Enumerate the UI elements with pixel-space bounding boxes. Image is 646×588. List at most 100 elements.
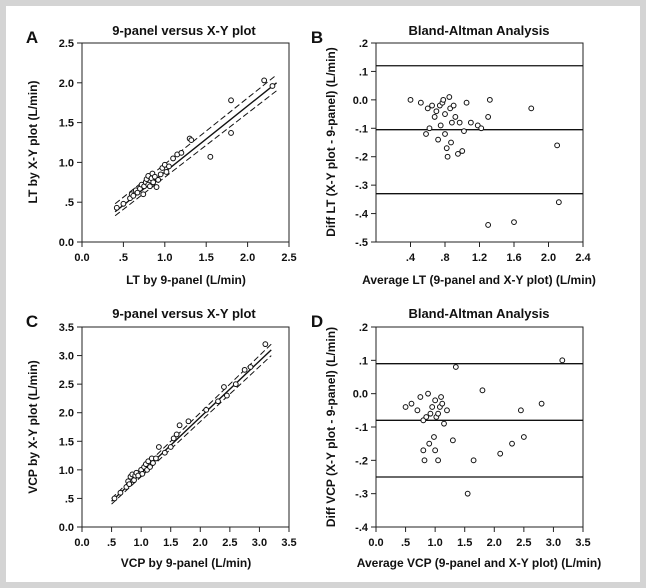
panel-b-data-point [485,222,492,228]
panel-c-data-point [155,444,162,450]
panel-a-data-point [146,183,153,190]
panel-d-title: Bland-Altman Analysis [408,306,549,321]
panel-b-data-point [554,142,561,149]
panel-a-xtick-label: .5 [119,252,128,264]
panel-c-data-point [150,460,156,466]
panel-b-data-point [467,119,474,126]
panel-c-data-point [170,435,177,442]
panel-c-data-point [167,444,174,450]
panel-b-data-point [463,99,470,106]
panel-b-data-point [429,102,435,109]
panel-b-ytick-label: .1 [359,66,368,78]
panel-c-data-point [161,449,168,456]
panel-b-ytick-label: -.5 [355,237,368,249]
panel-b-data-point [461,128,467,135]
panel-a-ytick-label: 1.0 [59,157,74,169]
panel-d-data-point [441,420,447,427]
panel-d-data-point [520,434,527,440]
panel-c-data-point [139,470,146,477]
panel-b-data-point [528,105,535,112]
panel-a-xtick-label: 1.5 [199,252,214,264]
panel-c-xtick-label: 2.5 [222,537,237,549]
panel-d-data-point [538,400,545,407]
panel-c-plot-area [81,326,290,528]
panel-d-data-point [402,404,409,410]
panel-c-data-point [232,381,239,388]
panel-c-xtick-label: 1.5 [163,537,178,549]
panel-c-data-point [185,418,192,425]
panel-b-data-point [417,99,424,106]
panel-b-xtick-label: 2.4 [575,252,591,264]
panel-d-ylabel: Diff VCP (X-Y plot - 9-panel) (L/min) [324,327,338,527]
panel-a-data-point [153,184,160,190]
panel-d-ytick-label: -.2 [355,455,368,467]
panel-c-ytick-label: 2.5 [59,379,74,391]
panel-d-data-point [432,447,439,454]
panel-b-data-point [555,199,562,206]
panel-d-xtick-label: 3.0 [546,537,561,549]
panel-d-xtick-label: 2.0 [487,537,502,549]
panel-a-xlabel: LT by 9-panel (L/min) [126,273,246,287]
panel-d-data-point [417,394,424,400]
panel-d-data-point [432,397,439,404]
panel-d-data-point [435,457,442,464]
panel-a-confidence-band-upper [114,74,277,205]
panel-a-data-point [130,192,137,199]
panel-c-ytick-label: 3.5 [59,322,74,334]
panel-c-xtick-label: 2.0 [193,537,208,549]
panel-b-data-point [456,119,463,126]
panel-d-data-point [509,440,515,447]
panel-b-data-point [433,108,440,115]
panel-b-data-point [442,131,448,137]
panel-b-ytick-label: .2 [359,38,368,50]
panel-c-data-point [203,406,210,413]
panel-a-data-point [228,130,234,136]
panel-a-xtick-label: 2.0 [240,252,255,264]
panel-d-xtick-label: 1.5 [457,537,472,549]
panel-a-data-point [170,155,176,162]
panel-c-xtick-label: 1.0 [133,537,148,549]
panel-c-xtick-label: 0.0 [74,537,89,549]
panel-c-data-point [173,431,180,438]
panel-a-data-point [188,137,195,144]
panel-c-xtick-label: .5 [107,537,116,549]
panel-b-data-point [437,122,444,129]
panel-b-xlabel: Average LT (9-panel and X-Y plot) (L/min… [362,273,596,287]
panel-a-data-point [269,83,276,89]
panel-b-data-point [511,219,517,226]
panel-d-xlabel: Average VCP (9-panel and X-Y plot) (L/mi… [357,556,601,570]
panel-c-data-point [262,341,269,348]
panel-c-ytick-label: 1.5 [59,436,74,448]
panel-d-xtick-label: 0.0 [368,537,383,549]
panel-d-letter: D [311,312,323,331]
panel-d-ytick-label: 0.0 [353,389,368,401]
panel-b-data-point [449,119,455,126]
panel-c-title: 9-panel versus X-Y plot [112,306,256,321]
panel-b-data-point [448,139,454,146]
panel-a-letter: A [26,28,38,47]
panel-a-data-point [178,149,185,156]
panel-a-ytick-label: 2.5 [59,38,74,50]
panel-d-plot-area [375,326,584,528]
panel-c-data-point [126,481,133,488]
panel-a-data-point [163,169,170,175]
panel-c-data-point [147,464,153,470]
panel-b-data-point [424,105,431,112]
panel-c-data-point [153,455,159,462]
panel-b-data-point [450,102,457,109]
panel-b-xtick-label: 2.0 [541,252,556,264]
panel-a-ylabel: LT by X-Y plot (L/min) [26,81,40,204]
panel-d-ytick-label: -.1 [355,422,368,434]
panel-b-data-point [486,96,493,103]
panel-a-data-point [113,204,120,211]
panel-d-data-point [439,400,446,407]
panel-d-data-point [435,410,442,417]
panel-d-data-point [479,387,486,394]
panel-a-ytick-label: 2.0 [59,78,74,90]
panel-b-plot-area [375,42,584,243]
panel-b-data-point [440,96,447,103]
panel-d-xtick-label: 2.5 [516,537,531,549]
panel-b-data-point [426,125,433,132]
panel-c-ytick-label: 1.0 [59,465,74,477]
panel-c-ytick-label: 2.0 [59,408,74,420]
